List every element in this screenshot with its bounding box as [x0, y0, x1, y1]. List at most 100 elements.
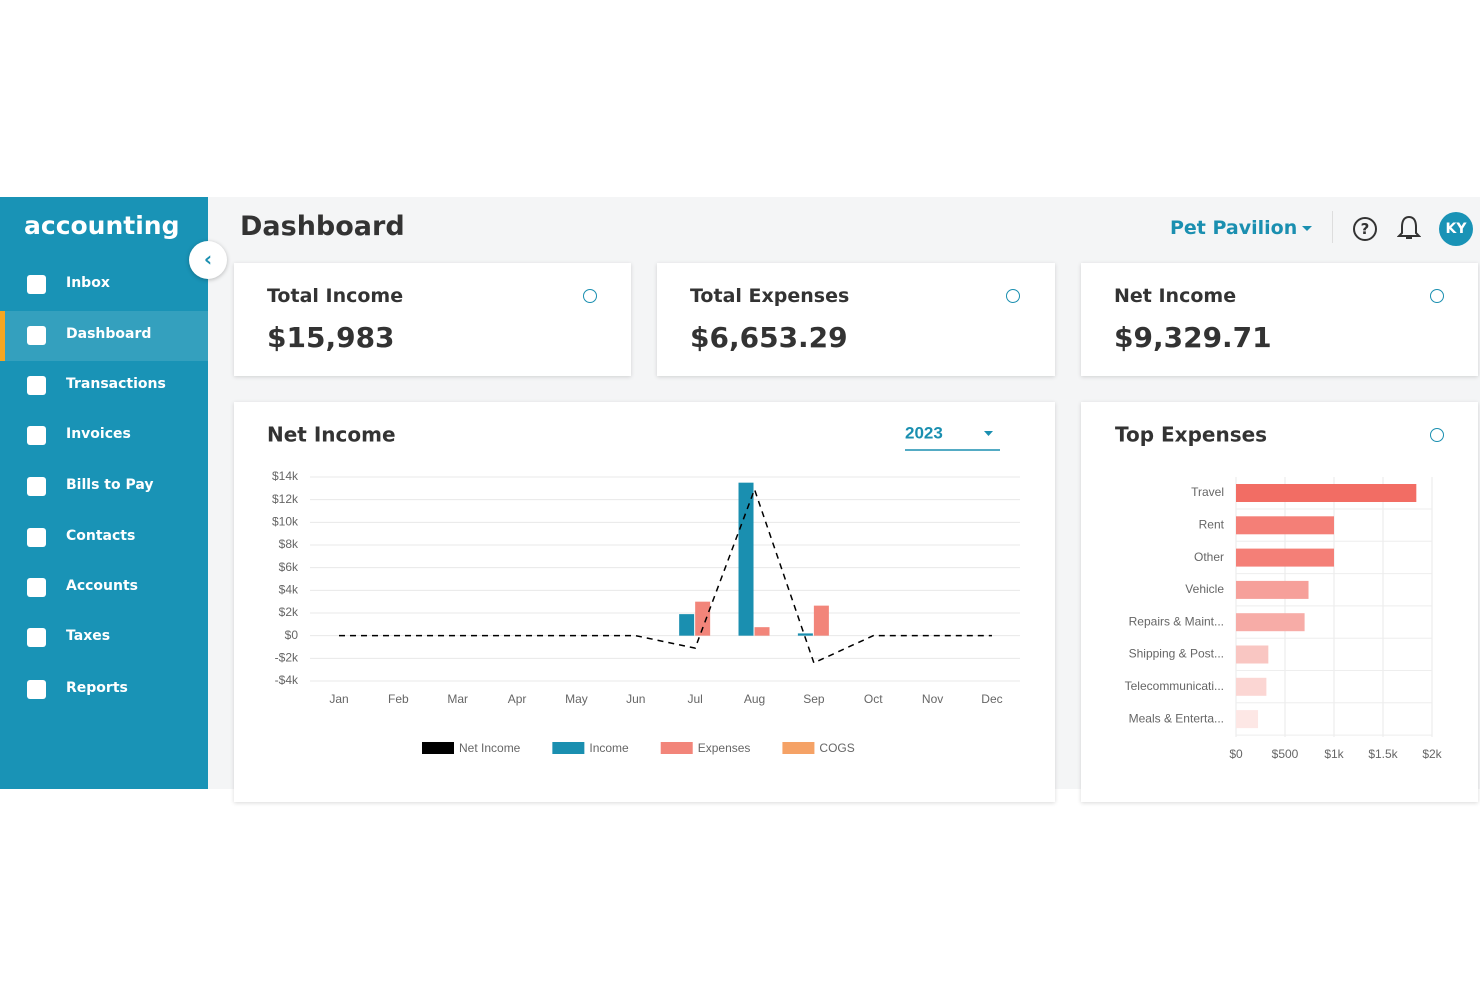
- bar: [1236, 580, 1309, 599]
- menu-label: Invoices: [66, 426, 131, 442]
- bar: [1236, 613, 1305, 632]
- legend-swatch: [782, 742, 815, 754]
- y-tick-label: Rent: [1199, 517, 1225, 531]
- x-tick-label: Aug: [744, 692, 765, 706]
- y-tick-label: $0: [285, 628, 299, 642]
- menu-label: Reports: [66, 680, 128, 696]
- info-icon[interactable]: [1430, 428, 1444, 442]
- menu-icon: [27, 376, 46, 395]
- bar: [813, 605, 829, 636]
- bar: [1236, 677, 1267, 696]
- x-tick-label: Feb: [388, 692, 409, 706]
- y-tick-label: $10k: [272, 515, 299, 529]
- bar: [1236, 516, 1334, 535]
- y-tick-label: Other: [1194, 550, 1224, 564]
- x-tick-label: $1k: [1324, 747, 1344, 761]
- menu-label: Taxes: [66, 628, 111, 644]
- bar: [738, 482, 754, 636]
- bar: [679, 614, 695, 636]
- chart-title: Net Income: [267, 423, 396, 447]
- y-tick-label: Meals & Enterta...: [1129, 711, 1224, 725]
- bar: [1236, 484, 1417, 502]
- company-selector[interactable]: Pet Pavilion: [1170, 217, 1298, 239]
- card-value: $9,329.71: [1114, 321, 1272, 354]
- menu-icon: [27, 578, 46, 597]
- select-caret: [984, 431, 993, 436]
- collapse-button[interactable]: ‹: [189, 241, 227, 279]
- info-icon[interactable]: [1006, 289, 1020, 303]
- menu-item[interactable]: Invoices: [0, 411, 208, 461]
- x-tick-label: Oct: [864, 692, 883, 706]
- chart-card: [234, 402, 1055, 802]
- line: [339, 487, 992, 664]
- chart-title: Top Expenses: [1115, 423, 1267, 447]
- kpi-card: Total Expenses $6,653.29: [657, 263, 1055, 376]
- bell-icon[interactable]: [1397, 215, 1421, 241]
- kpi-card: Total Income $15,983: [234, 263, 631, 376]
- divider: [1332, 211, 1333, 243]
- logo[interactable]: accounting: [24, 211, 180, 240]
- sidebar: accounting Inbox Dashboard Transactions Inv…: [0, 197, 208, 789]
- legend-label[interactable]: Expenses: [698, 741, 751, 755]
- menu-item[interactable]: Inbox: [0, 260, 208, 310]
- menu-item[interactable]: Transactions: [0, 361, 208, 411]
- y-tick-label: Vehicle: [1185, 582, 1224, 596]
- x-tick-label: Jun: [626, 692, 645, 706]
- menu-label: Dashboard: [66, 326, 152, 342]
- bar: [754, 627, 770, 636]
- y-tick-label: Telecommunicati...: [1125, 679, 1224, 693]
- main: Dashboard Pet Pavilion ? KY Total Income…: [208, 197, 1480, 802]
- legend-swatch: [422, 742, 454, 754]
- year-select[interactable]: 2023: [905, 423, 943, 442]
- y-tick-label: Shipping & Post...: [1129, 647, 1224, 661]
- avatar[interactable]: KY: [1439, 212, 1473, 246]
- menu-icon: [27, 326, 46, 345]
- info-icon[interactable]: [583, 289, 597, 303]
- x-tick-label: Jul: [687, 692, 702, 706]
- card-value: $6,653.29: [690, 321, 848, 354]
- menu-icon: [27, 275, 46, 294]
- y-tick-label: -$4k: [275, 673, 299, 687]
- menu-item[interactable]: Reports: [0, 665, 208, 715]
- menu-icon: [27, 477, 46, 496]
- menu-item[interactable]: Contacts: [0, 513, 208, 563]
- help-icon[interactable]: ?: [1353, 217, 1377, 241]
- menu-item[interactable]: Dashboard: [0, 311, 208, 361]
- y-tick-label: $12k: [272, 492, 299, 506]
- menu-item[interactable]: Accounts: [0, 563, 208, 613]
- y-tick-label: $14k: [272, 469, 299, 483]
- x-tick-label: Dec: [981, 692, 1002, 706]
- y-tick-label: $6k: [279, 560, 299, 574]
- card-label: Total Expenses: [690, 285, 850, 307]
- menu-label: Bills to Pay: [66, 477, 154, 493]
- menu-label: Inbox: [66, 275, 110, 291]
- bar: [1236, 710, 1259, 729]
- x-tick-label: $1.5k: [1368, 747, 1398, 761]
- menu-item[interactable]: Bills to Pay: [0, 462, 208, 512]
- legend-swatch: [552, 742, 585, 754]
- menu-label: Contacts: [66, 528, 136, 544]
- legend-label[interactable]: Net Income: [459, 741, 521, 755]
- menu-item[interactable]: Taxes: [0, 613, 208, 663]
- card-label: Total Income: [267, 285, 404, 307]
- menu-label: Transactions: [66, 376, 166, 392]
- menu-label: Accounts: [66, 578, 139, 594]
- menu-icon: [27, 680, 46, 699]
- legend-swatch: [660, 742, 693, 754]
- legend-label[interactable]: COGS: [819, 741, 854, 755]
- page-title: Dashboard: [240, 211, 405, 242]
- legend-label[interactable]: Income: [589, 741, 629, 755]
- x-tick-label: May: [565, 692, 588, 706]
- menu-icon: [27, 628, 46, 647]
- info-icon[interactable]: [1430, 289, 1444, 303]
- x-tick-label: $0: [1229, 747, 1243, 761]
- y-tick-label: $8k: [279, 537, 299, 551]
- x-tick-label: Mar: [447, 692, 468, 706]
- x-tick-label: Sep: [803, 692, 825, 706]
- card-label: Net Income: [1114, 285, 1237, 307]
- kpi-card: Net Income $9,329.71: [1081, 263, 1478, 376]
- x-tick-label: $2k: [1422, 747, 1442, 761]
- menu-icon: [27, 528, 46, 547]
